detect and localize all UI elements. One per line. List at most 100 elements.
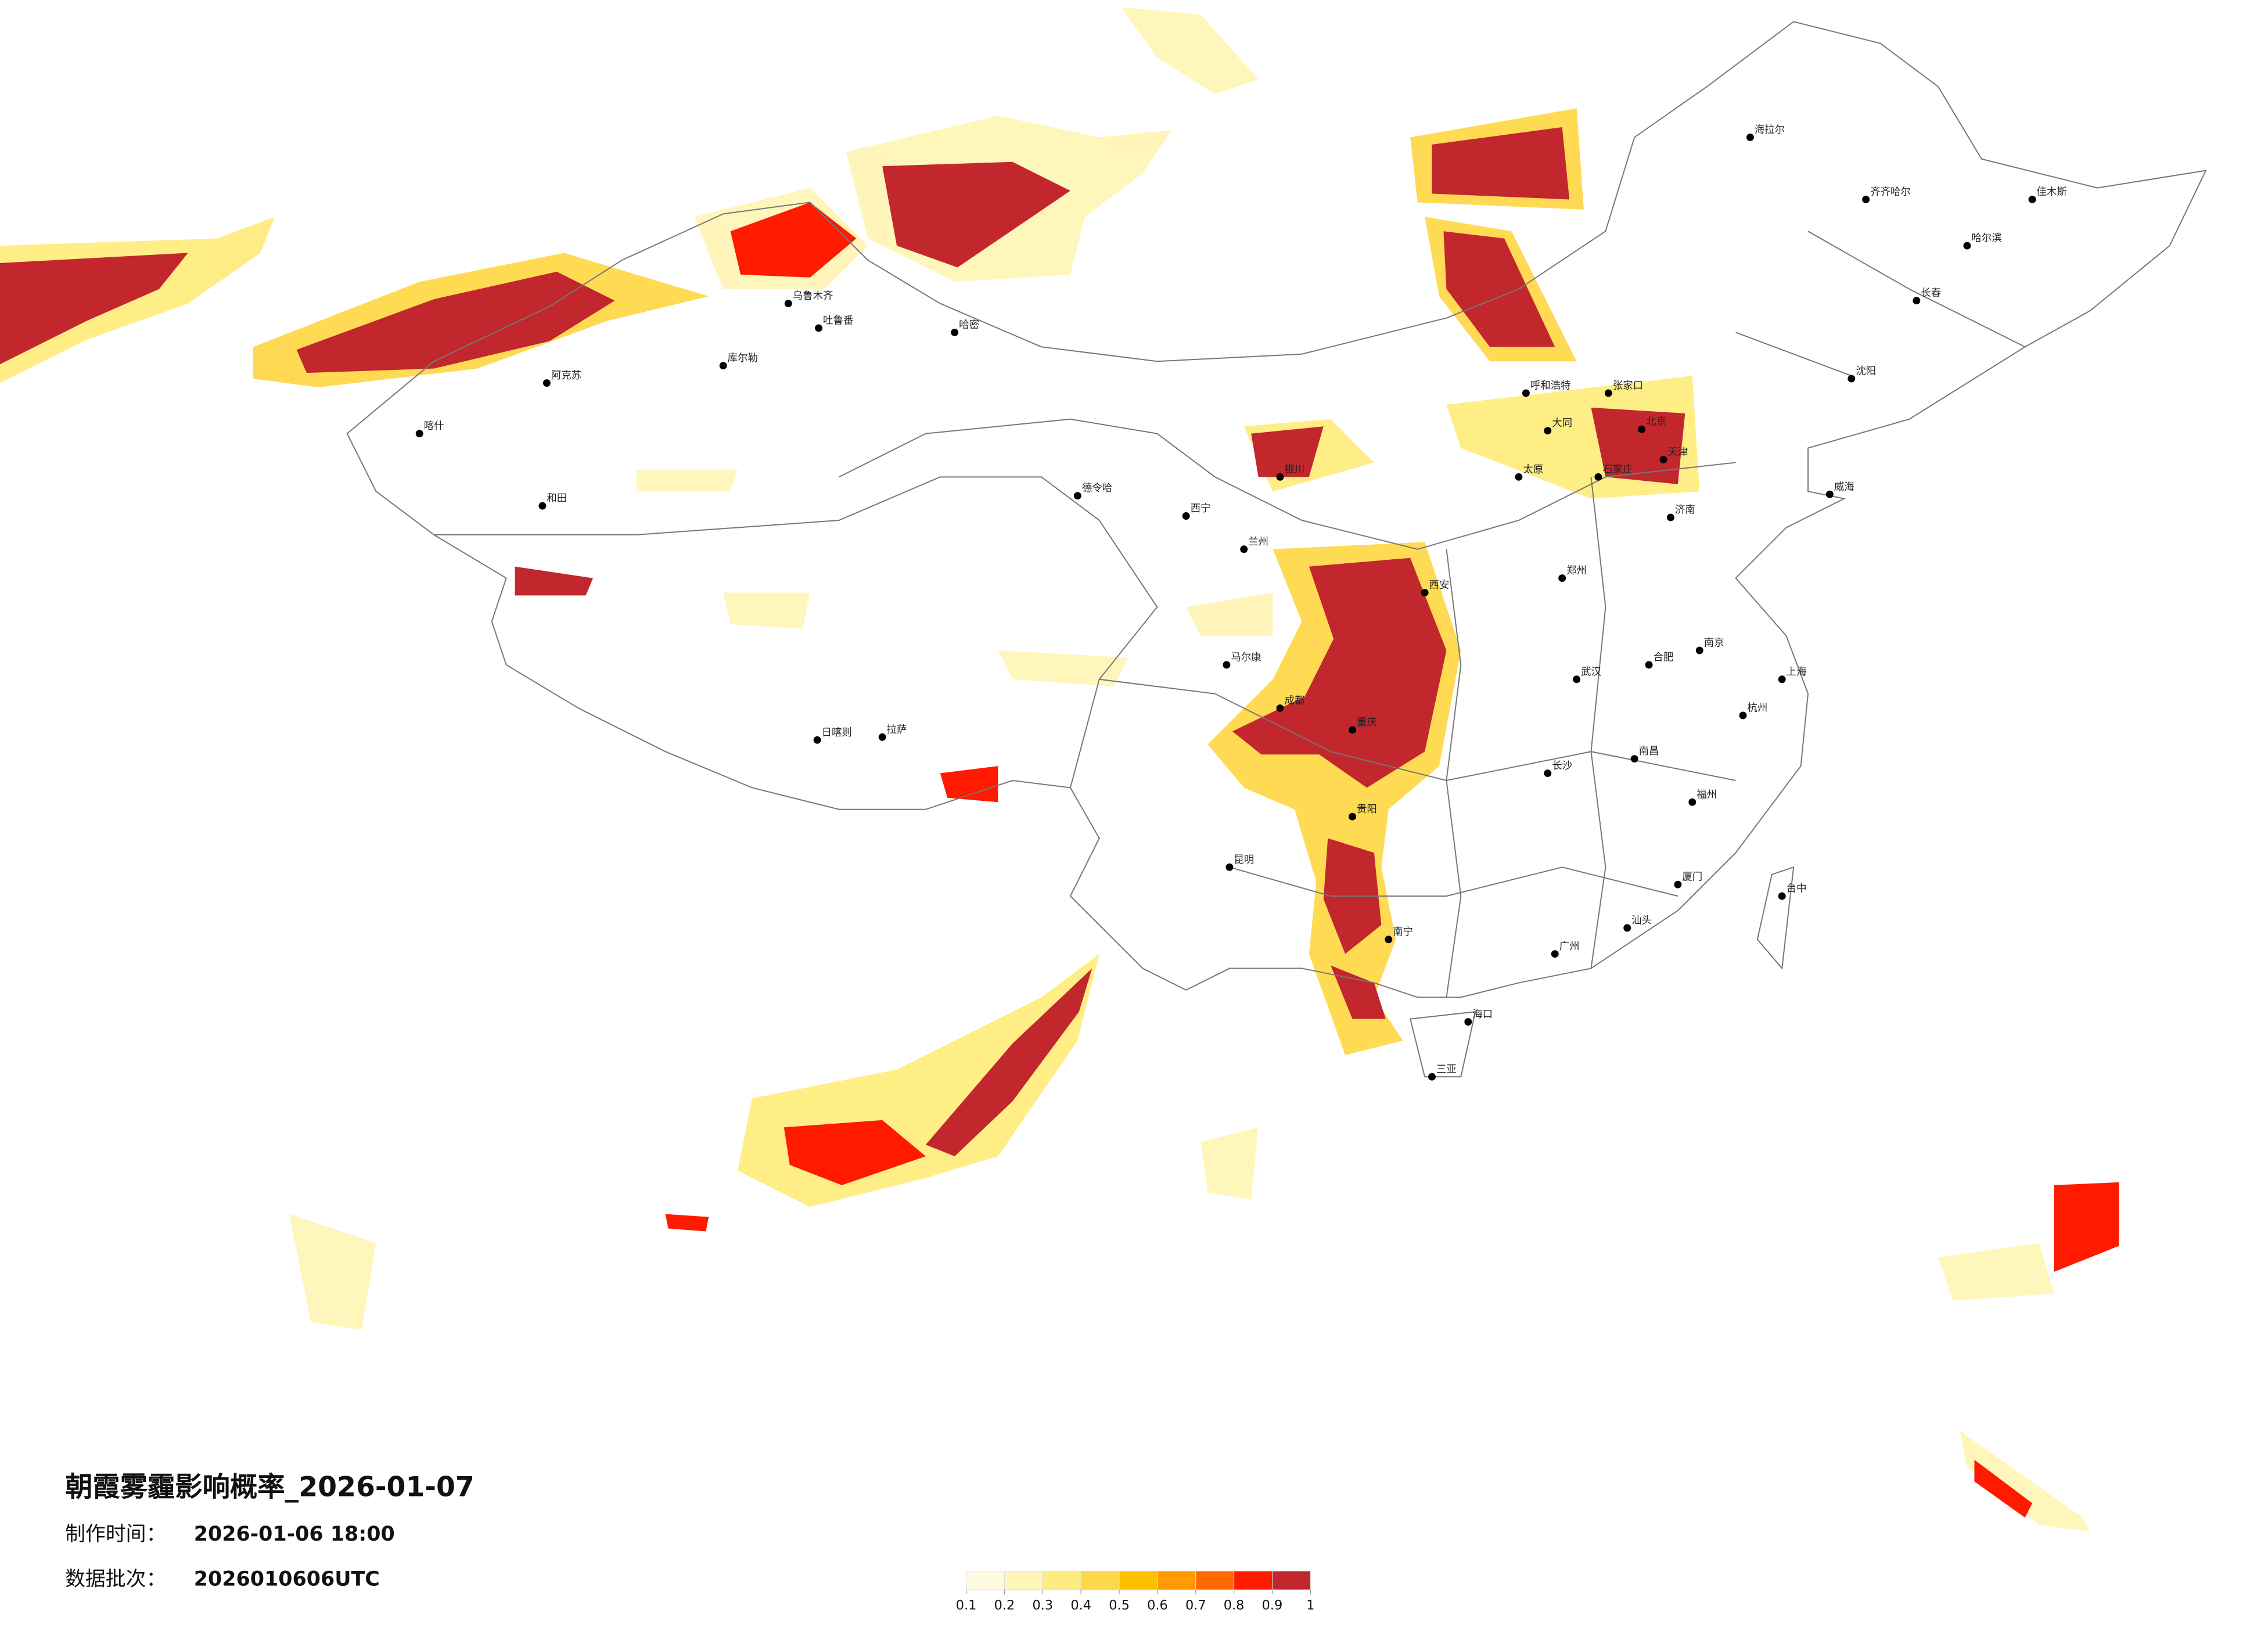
legend-swatch	[1234, 1570, 1273, 1591]
city-dot	[1073, 492, 1081, 500]
city-dot	[1385, 936, 1393, 944]
city-label: 张家口	[1613, 380, 1643, 392]
city-dot	[1739, 711, 1747, 720]
city-label: 兰州	[1248, 536, 1268, 548]
city-dot	[813, 736, 821, 744]
city-label: 乌鲁木齐	[793, 290, 833, 302]
city-label: 汕头	[1631, 915, 1652, 926]
city-dot	[1666, 513, 1674, 521]
city-dot	[1223, 661, 1231, 669]
city-dot	[1825, 490, 1834, 498]
city-label: 太原	[1523, 464, 1543, 476]
haze-field	[0, 7, 2090, 1533]
city-label: 银川	[1285, 464, 1305, 476]
city-label: 北京	[1646, 416, 1666, 428]
city-label: 南京	[1704, 638, 1724, 649]
legend-swatch	[1157, 1570, 1196, 1591]
batch-label: 数据批次：	[65, 1567, 166, 1591]
city-dot	[1544, 769, 1552, 778]
city-label: 福州	[1696, 789, 1717, 801]
city-dot	[1746, 133, 1754, 141]
legend-swatch	[1271, 1570, 1311, 1591]
legend-tick-label: 0.6	[1147, 1598, 1168, 1613]
production-label: 制作时间：	[65, 1523, 166, 1546]
city-dot	[1594, 473, 1602, 481]
city-dot	[1464, 1018, 1472, 1026]
city-label: 库尔勒	[728, 352, 758, 364]
city-dot	[1240, 545, 1248, 553]
city-label: 马尔康	[1231, 652, 1261, 663]
city-dot	[415, 430, 423, 438]
map-title: 朝霞雾霾影响概率_2026-01-07	[65, 1472, 475, 1503]
city-dot	[1515, 473, 1523, 481]
city-label: 杭州	[1747, 703, 1767, 714]
city-label: 济南	[1675, 505, 1695, 516]
city-label: 天津	[1667, 447, 1688, 458]
city-label: 合肥	[1654, 652, 1674, 663]
city-label: 海口	[1472, 1009, 1493, 1020]
city-dot	[784, 300, 792, 308]
boundary	[346, 21, 2207, 1078]
city-dot	[1522, 389, 1530, 397]
city-label: 昆明	[1234, 854, 1254, 866]
city-dot	[1778, 675, 1786, 684]
city-label: 广州	[1559, 941, 1580, 952]
city-dot	[878, 733, 886, 741]
city-label: 日喀则	[822, 727, 852, 739]
city-dot	[1778, 892, 1786, 900]
city-label: 上海	[1787, 666, 1807, 678]
city-dot	[1674, 880, 1682, 888]
legend-swatch	[1119, 1570, 1158, 1591]
legend-tick-label: 0.9	[1262, 1598, 1283, 1613]
city-label: 哈密	[959, 319, 979, 331]
production-value: 2026-01-06 18:00	[194, 1523, 395, 1546]
city-label: 和田	[547, 493, 567, 505]
city-label: 三亚	[1436, 1064, 1457, 1075]
legend: 0.1 0.2 0.3 0.4 0.5 0.6 0.7 0.8 0.9 1	[956, 1570, 1314, 1613]
legend-swatch	[1004, 1570, 1043, 1591]
city-dot	[1848, 375, 1856, 383]
city-label: 重庆	[1357, 717, 1377, 728]
city-dot	[2028, 195, 2036, 203]
city-dot	[1558, 574, 1566, 582]
city-label: 西安	[1429, 580, 1450, 591]
city-label: 佳木斯	[2037, 186, 2067, 198]
legend-swatch	[966, 1570, 1005, 1591]
legend-tick-label: 0.5	[1109, 1598, 1130, 1613]
city-label: 长沙	[1552, 760, 1572, 772]
batch-value: 2026010606UTC	[194, 1567, 380, 1591]
legend-tick-label: 0.8	[1224, 1598, 1245, 1613]
city-label: 南宁	[1393, 926, 1413, 938]
city-dot	[1551, 950, 1559, 958]
city-dot	[1349, 812, 1357, 821]
city-dot	[719, 362, 727, 370]
city-label: 长春	[1921, 287, 1941, 299]
city-label: 吐鲁番	[823, 315, 853, 327]
city-label: 大同	[1552, 418, 1572, 429]
city-label: 德令哈	[1082, 483, 1112, 494]
city-dot	[1276, 704, 1284, 713]
city-dot	[1421, 588, 1429, 596]
legend-tick-label: 0.1	[956, 1598, 977, 1613]
city-dot	[1659, 455, 1667, 463]
haze-core	[0, 127, 2119, 1518]
city-dot	[1604, 389, 1612, 397]
city-dot	[1225, 863, 1234, 871]
city-dot	[1349, 726, 1357, 734]
city-dot	[1913, 297, 1921, 305]
city-label: 喀什	[424, 420, 444, 432]
legend-swatch	[1080, 1570, 1120, 1591]
city-label: 阿克苏	[551, 370, 581, 382]
city-dot	[1963, 242, 1971, 250]
legend-tick-label: 1	[1306, 1598, 1314, 1613]
city-dot	[1276, 473, 1284, 481]
city-dot	[1544, 427, 1552, 435]
city-label: 威海	[1834, 481, 1854, 493]
city-label: 台中	[1787, 883, 1807, 895]
legend-tick-label: 0.2	[994, 1598, 1015, 1613]
city-label: 成都	[1285, 695, 1305, 707]
city-label: 齐齐哈尔	[1870, 186, 1911, 198]
